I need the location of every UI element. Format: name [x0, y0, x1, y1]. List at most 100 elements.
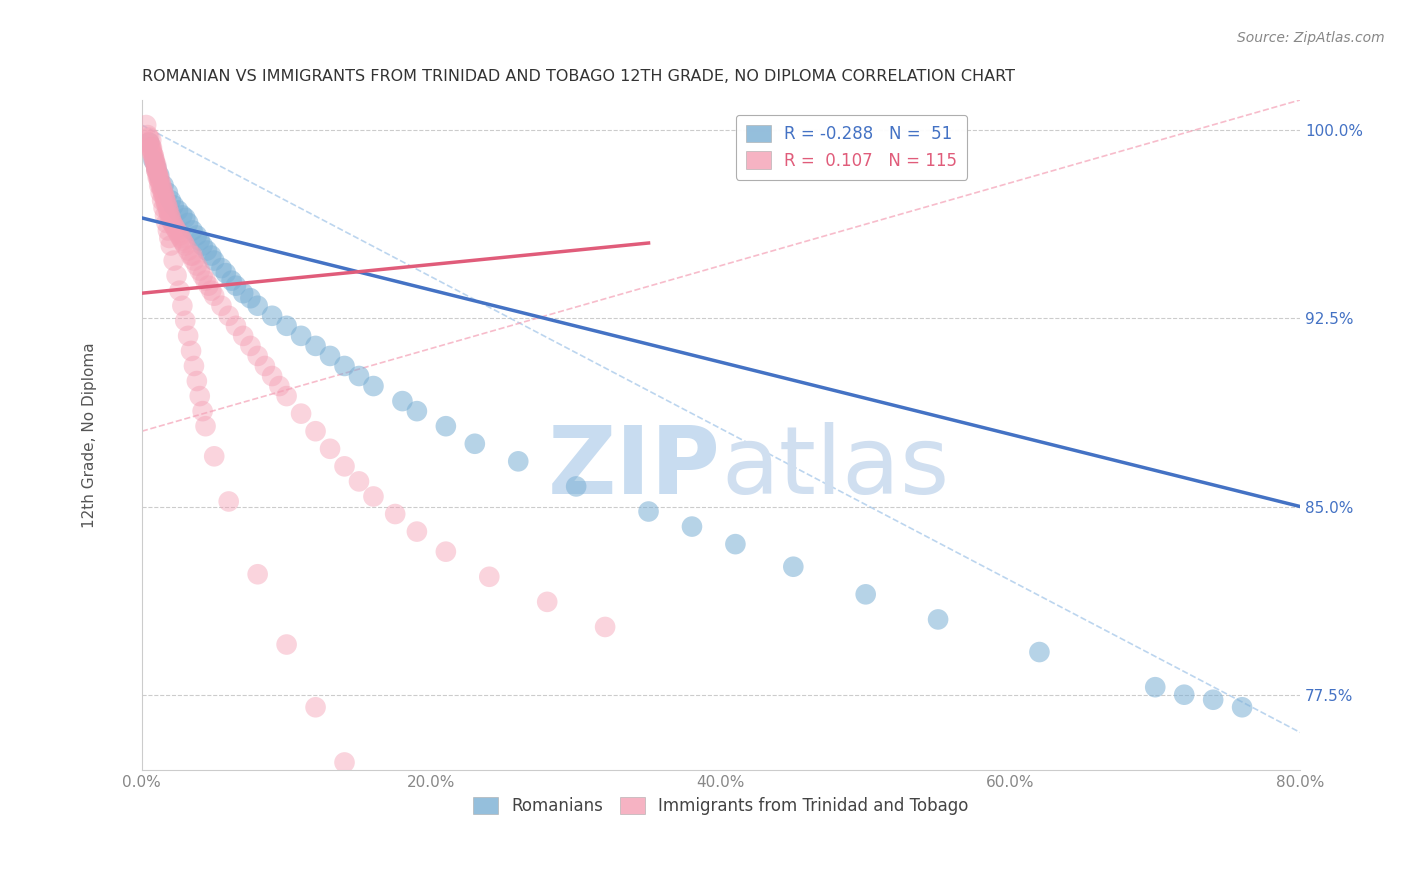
Point — [218, 494, 240, 508]
Point — [202, 289, 225, 303]
Point — [172, 299, 194, 313]
Point — [177, 216, 200, 230]
Point — [145, 163, 167, 178]
Point — [536, 595, 558, 609]
Point — [262, 369, 284, 384]
Point — [177, 244, 200, 258]
Legend: Romanians, Immigrants from Trinidad and Tobago: Romanians, Immigrants from Trinidad and … — [467, 790, 976, 822]
Point — [166, 223, 188, 237]
Point — [138, 136, 160, 150]
Point — [855, 587, 877, 601]
Point — [163, 219, 186, 233]
Point — [142, 148, 165, 162]
Point — [148, 178, 170, 193]
Point — [143, 155, 166, 169]
Point — [136, 128, 159, 142]
Point — [186, 374, 208, 388]
Point — [145, 161, 167, 175]
Point — [138, 136, 160, 150]
Point — [183, 253, 205, 268]
Point — [181, 223, 204, 237]
Text: 12th Grade, No Diploma: 12th Grade, No Diploma — [82, 343, 97, 528]
Point — [186, 259, 208, 273]
Point — [183, 359, 205, 373]
Point — [169, 228, 191, 243]
Point — [191, 238, 214, 252]
Point — [1202, 692, 1225, 706]
Point — [347, 369, 370, 384]
Point — [152, 186, 174, 200]
Point — [782, 559, 804, 574]
Point — [135, 118, 157, 132]
Point — [148, 168, 170, 182]
Point — [333, 359, 356, 373]
Point — [1230, 700, 1253, 714]
Point — [276, 638, 298, 652]
Point — [464, 436, 486, 450]
Point — [195, 244, 218, 258]
Point — [194, 419, 217, 434]
Point — [138, 130, 160, 145]
Point — [141, 143, 163, 157]
Point — [150, 181, 173, 195]
Point — [170, 231, 193, 245]
Point — [384, 507, 406, 521]
Point — [253, 359, 276, 373]
Point — [141, 141, 163, 155]
Point — [262, 309, 284, 323]
Point — [434, 419, 457, 434]
Point — [159, 211, 181, 225]
Point — [269, 379, 291, 393]
Point — [225, 318, 247, 333]
Point — [149, 178, 172, 193]
Point — [142, 153, 165, 168]
Point — [221, 274, 243, 288]
Point — [1144, 680, 1167, 694]
Point — [406, 404, 429, 418]
Text: Source: ZipAtlas.com: Source: ZipAtlas.com — [1237, 31, 1385, 45]
Point — [290, 407, 312, 421]
Point — [197, 278, 219, 293]
Point — [153, 208, 176, 222]
Point — [143, 155, 166, 169]
Point — [145, 163, 167, 178]
Point — [304, 424, 326, 438]
Point — [155, 195, 177, 210]
Point — [163, 198, 186, 212]
Point — [141, 145, 163, 160]
Point — [152, 188, 174, 202]
Point — [304, 700, 326, 714]
Point — [202, 450, 225, 464]
Point — [188, 234, 211, 248]
Point — [142, 148, 165, 162]
Point — [166, 268, 188, 283]
Point — [1028, 645, 1050, 659]
Point — [188, 263, 211, 277]
Point — [177, 329, 200, 343]
Point — [211, 261, 233, 276]
Point — [145, 158, 167, 172]
Point — [363, 805, 385, 820]
Point — [174, 211, 197, 225]
Point — [200, 284, 222, 298]
Point — [333, 756, 356, 770]
Point — [174, 238, 197, 252]
Point — [149, 176, 172, 190]
Point — [593, 620, 616, 634]
Point — [420, 888, 443, 892]
Point — [165, 221, 187, 235]
Point — [167, 203, 190, 218]
Point — [232, 329, 254, 343]
Point — [363, 490, 385, 504]
Point — [156, 201, 179, 215]
Point — [406, 524, 429, 539]
Point — [246, 567, 269, 582]
Point — [157, 208, 180, 222]
Point — [347, 475, 370, 489]
Point — [724, 537, 747, 551]
Point — [319, 349, 342, 363]
Point — [149, 186, 172, 200]
Point — [152, 201, 174, 215]
Point — [146, 166, 169, 180]
Point — [153, 191, 176, 205]
